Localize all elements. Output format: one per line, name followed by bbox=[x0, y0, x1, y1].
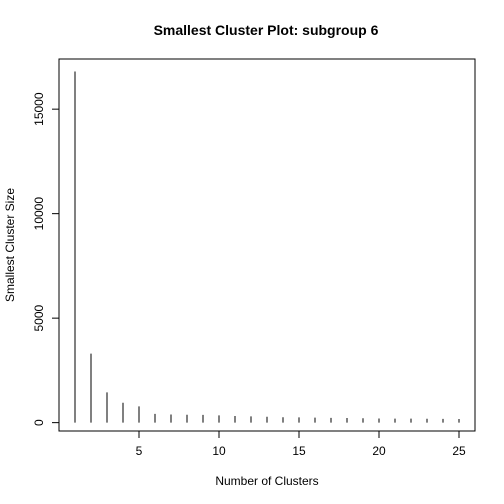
y-axis: 0 5000 10000 15000 bbox=[32, 92, 60, 426]
plot-frame bbox=[58, 58, 476, 432]
x-tick-label: 15 bbox=[292, 444, 306, 458]
y-tick-label: 15000 bbox=[32, 92, 46, 126]
x-axis-label: Number of Clusters bbox=[215, 474, 318, 488]
x-tick-label: 20 bbox=[372, 444, 386, 458]
chart-title: Smallest Cluster Plot: subgroup 6 bbox=[154, 22, 379, 38]
y-tick-label: 0 bbox=[32, 419, 46, 426]
x-tick-label: 10 bbox=[212, 444, 226, 458]
bar-group bbox=[74, 71, 460, 423]
y-axis-label: Smallest Cluster Size bbox=[3, 188, 17, 302]
x-axis: 5 10 15 20 25 bbox=[136, 430, 466, 458]
x-tick-label: 5 bbox=[136, 444, 143, 458]
x-tick-label: 25 bbox=[452, 444, 466, 458]
y-tick-label: 5000 bbox=[32, 304, 46, 331]
y-tick-label: 10000 bbox=[32, 197, 46, 231]
